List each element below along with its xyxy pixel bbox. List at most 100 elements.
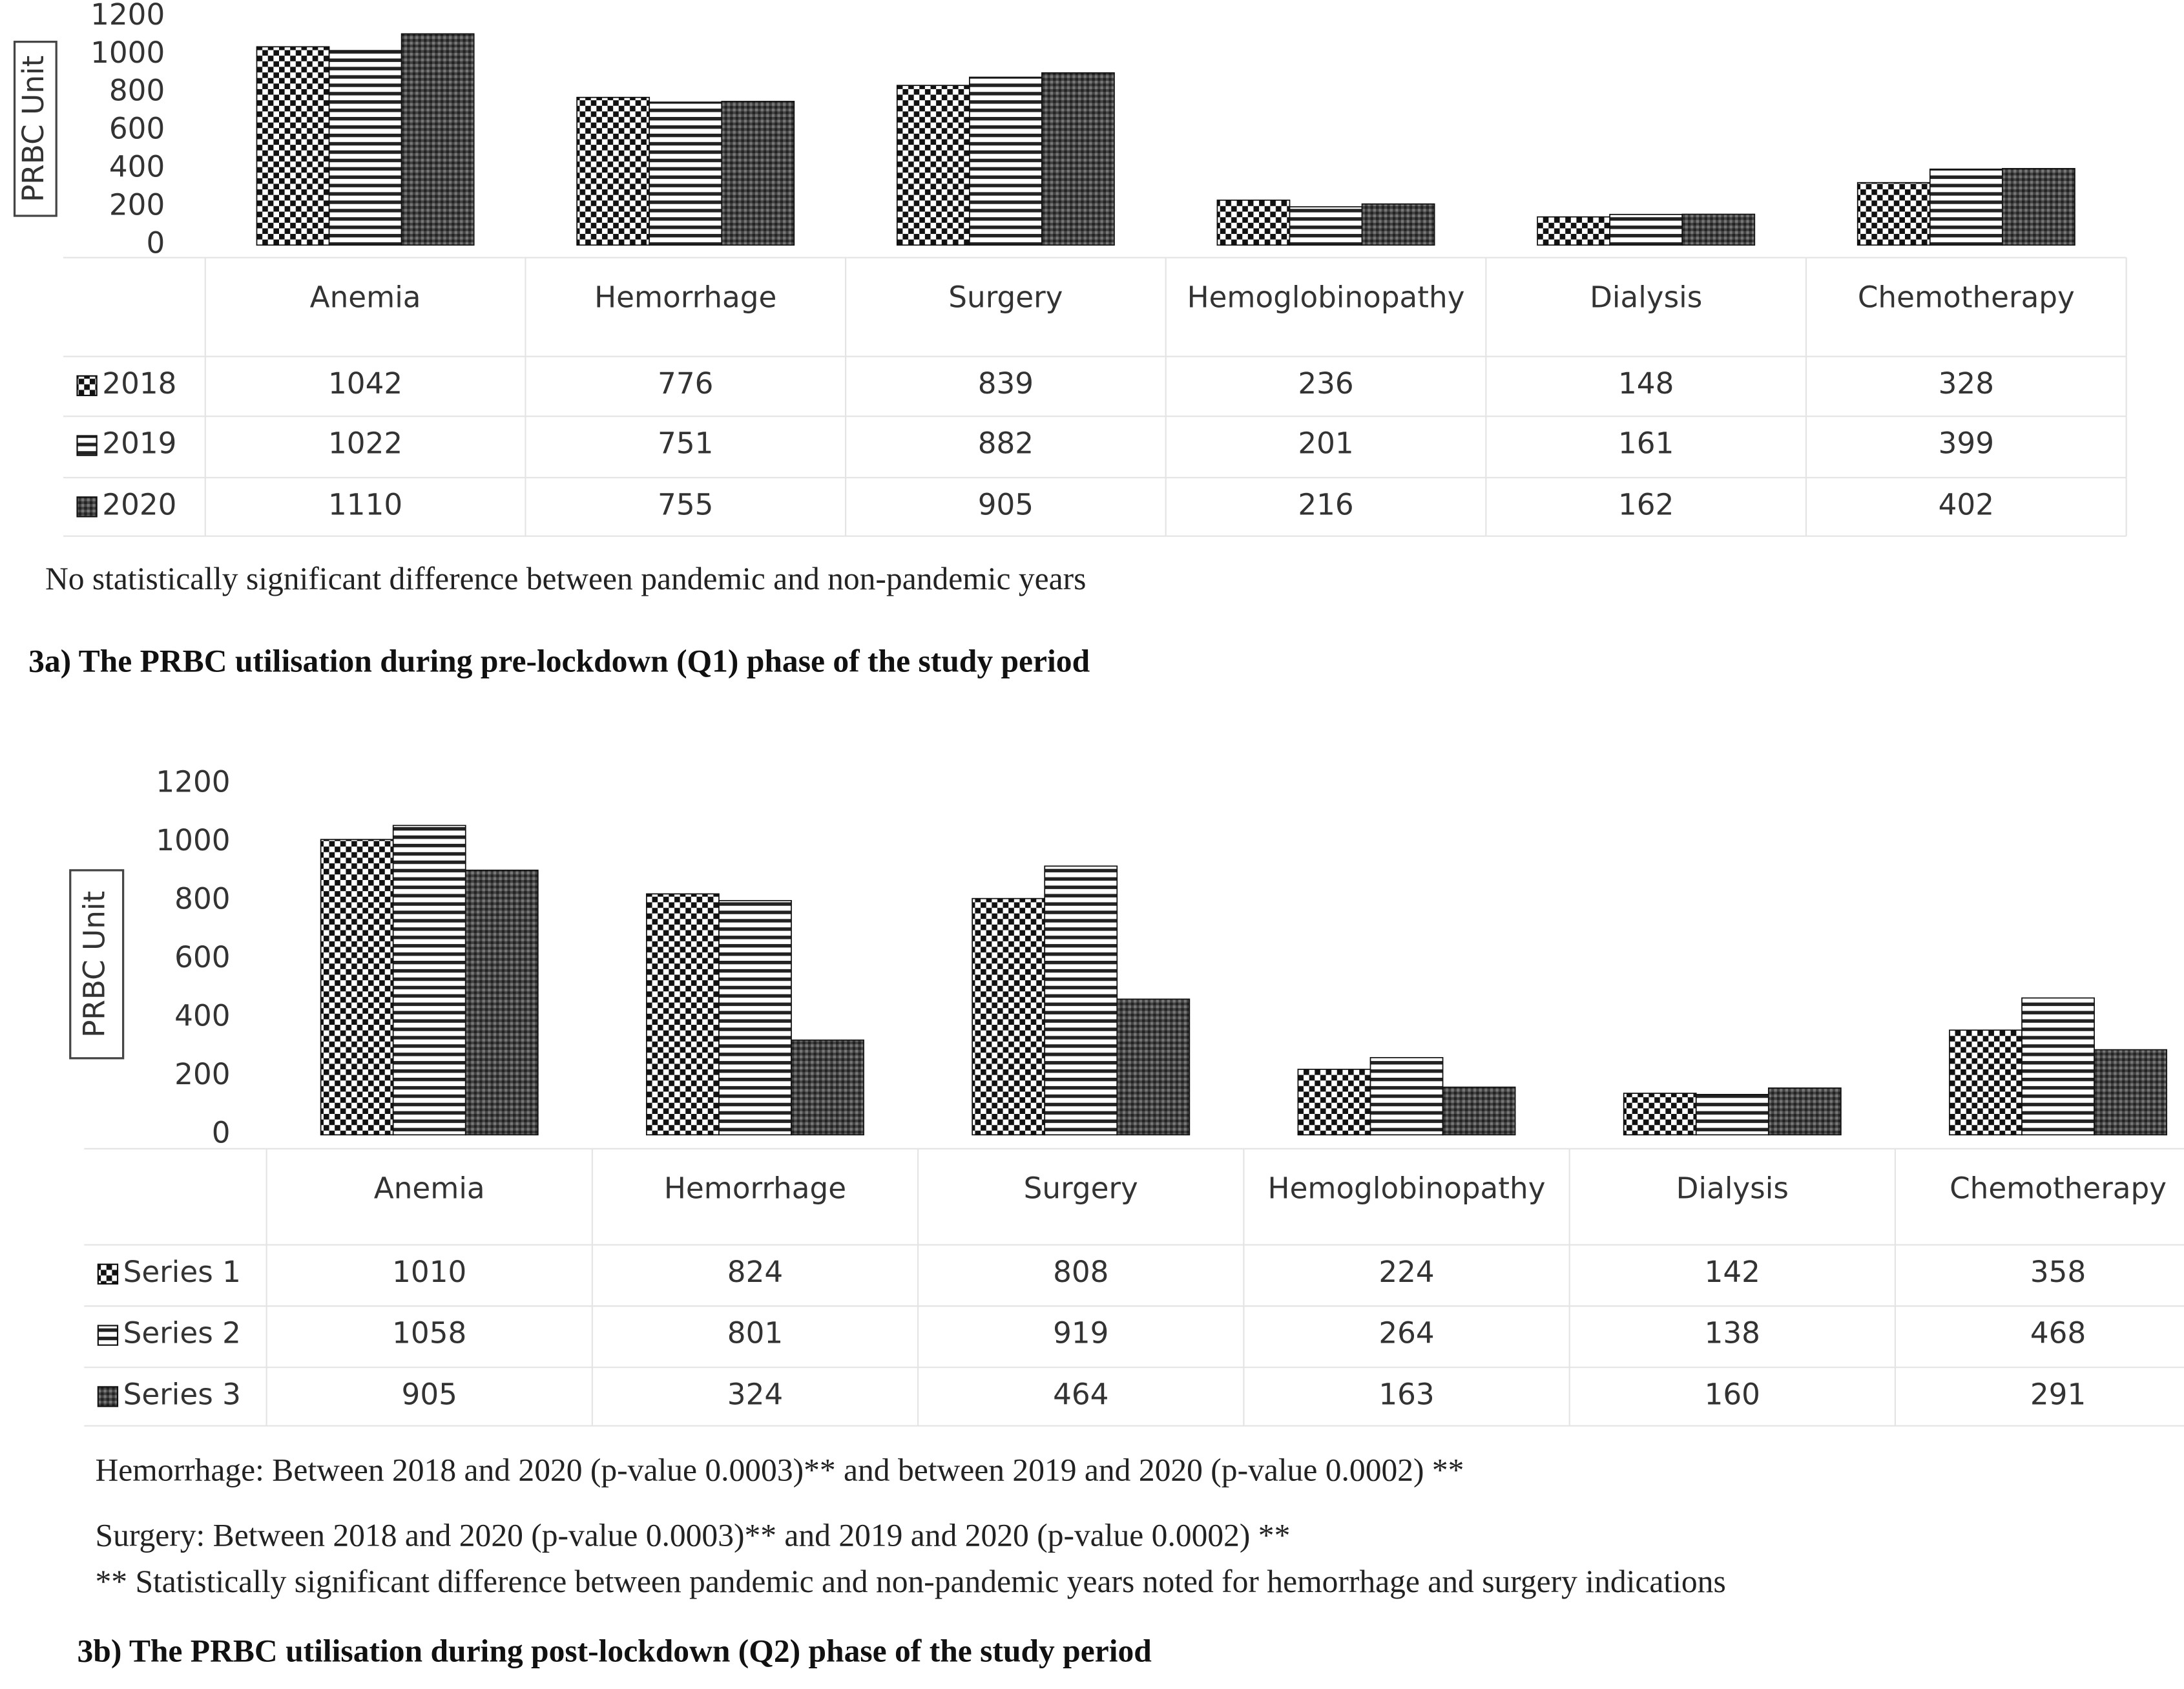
bar: [1623, 1093, 1697, 1136]
y-label-box: [13, 41, 57, 217]
bar: [1297, 1069, 1371, 1136]
table-value: 751: [658, 426, 713, 461]
bar: [1949, 1029, 2023, 1136]
bar: [1369, 1056, 1444, 1136]
bar: [791, 1039, 864, 1136]
bar: [576, 96, 650, 246]
table-value: 905: [402, 1377, 457, 1411]
bar: [718, 899, 792, 1136]
table-value: 324: [727, 1377, 783, 1411]
y-tick-label: 200: [174, 1057, 230, 1091]
y-tick-label: 400: [174, 998, 230, 1033]
legend-label: 2020: [102, 487, 176, 521]
bar: [1856, 182, 1931, 246]
bar: [320, 839, 394, 1136]
table-value: 163: [1378, 1377, 1434, 1411]
table-value: 468: [2030, 1316, 2086, 1350]
bar: [896, 85, 970, 246]
legend-swatch: [76, 496, 98, 518]
table-value: 236: [1298, 366, 1353, 401]
table-value: 224: [1378, 1255, 1434, 1289]
x-tick-label: Dialysis: [1590, 280, 1702, 314]
note: No statistically significant difference …: [45, 561, 1087, 596]
table-value: 882: [978, 426, 1034, 461]
bar: [2001, 168, 2075, 246]
table-value: 201: [1298, 426, 1353, 461]
bar: [1929, 168, 2003, 246]
table-value: 808: [1053, 1255, 1108, 1289]
y-tick-label: 0: [212, 1115, 231, 1149]
bar: [1041, 72, 1115, 246]
table-value: 464: [1053, 1377, 1108, 1411]
bar: [464, 869, 539, 1136]
x-tick-label: Surgery: [948, 280, 1063, 314]
legend-swatch: [97, 1386, 119, 1407]
bar: [1609, 213, 1683, 246]
legend-label: Series 3: [123, 1377, 241, 1411]
table-value: 160: [1705, 1377, 1760, 1411]
y-tick-label: 800: [174, 881, 230, 916]
bar: [392, 824, 466, 1136]
table-value: 264: [1378, 1316, 1434, 1350]
y-tick-label: 0: [146, 226, 165, 260]
note: Hemorrhage: Between 2018 and 2020 (p-val…: [96, 1452, 1464, 1487]
note: Surgery: Between 2018 and 2020 (p-value …: [96, 1518, 1291, 1553]
legend-swatch: [76, 375, 98, 397]
y-tick-label: 400: [109, 149, 165, 184]
table-value: 138: [1705, 1316, 1760, 1350]
legend-label: Series 2: [123, 1316, 241, 1350]
bar: [649, 101, 723, 246]
bar: [1216, 199, 1291, 246]
table-value: 755: [658, 487, 713, 521]
table-value: 1022: [328, 426, 402, 461]
legend-swatch: [97, 1263, 119, 1285]
bar: [400, 33, 475, 246]
bar: [1681, 213, 1756, 246]
y-label-box: [69, 869, 125, 1060]
table-value: 1042: [328, 366, 402, 401]
table-value: 291: [2030, 1377, 2086, 1411]
x-tick-label: Dialysis: [1676, 1171, 1789, 1206]
y-tick-label: 1000: [156, 823, 230, 857]
x-tick-label: Surgery: [1024, 1171, 1138, 1206]
legend-label: 2019: [102, 426, 176, 461]
legend-label: Series 1: [123, 1255, 241, 1289]
bar: [1361, 203, 1435, 246]
bar: [972, 897, 1046, 1136]
table-value: 905: [978, 487, 1034, 521]
bar: [1537, 216, 1611, 246]
legend-swatch: [76, 435, 98, 456]
table-value: 328: [1939, 366, 1994, 401]
x-tick-label: Chemotherapy: [1950, 1171, 2167, 1206]
bar: [968, 76, 1043, 246]
y-tick-label: 600: [174, 940, 230, 974]
table-value: 776: [658, 366, 713, 401]
bar: [1767, 1087, 1842, 1136]
note: ** Statistically significant difference …: [96, 1564, 1726, 1599]
table-value: 801: [727, 1316, 783, 1350]
y-tick-label: 200: [109, 187, 165, 222]
y-tick-label: 800: [109, 74, 165, 108]
x-tick-label: Chemotherapy: [1858, 280, 2075, 314]
table-value: 1110: [328, 487, 402, 521]
table-value: 142: [1705, 1255, 1760, 1289]
table-value: 358: [2030, 1255, 2086, 1289]
bar: [328, 50, 402, 246]
bar: [1289, 206, 1363, 246]
caption: 3a) The PRBC utilisation during pre-lock…: [28, 643, 1090, 678]
table-value: 839: [978, 366, 1034, 401]
table-value: 216: [1298, 487, 1353, 521]
bar: [256, 46, 330, 246]
y-axis-label: PRBC Unit: [16, 56, 50, 202]
bar: [1116, 998, 1191, 1136]
table-value: 162: [1618, 487, 1674, 521]
table-value: 1058: [392, 1316, 466, 1350]
legend-label: 2018: [102, 366, 176, 401]
table-value: 161: [1618, 426, 1674, 461]
bar: [2021, 997, 2095, 1136]
table-value: 919: [1053, 1316, 1108, 1350]
bar: [646, 893, 720, 1136]
x-tick-label: Hemorrhage: [664, 1171, 846, 1206]
